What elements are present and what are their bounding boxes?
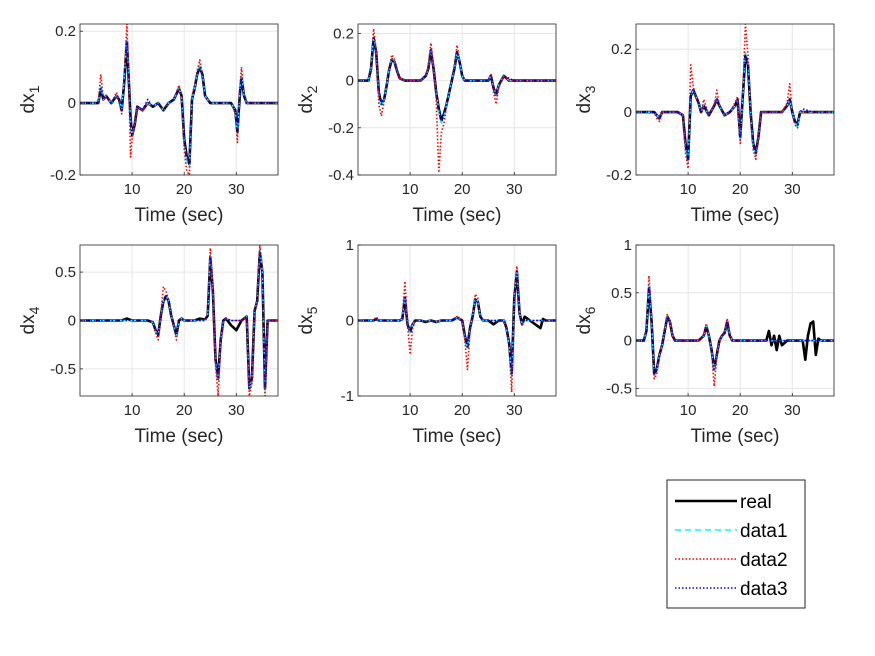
y-tick-label: 1 xyxy=(346,237,354,254)
y-axis-label-subscript: 4 xyxy=(26,306,42,314)
x-tick-label: 20 xyxy=(454,181,471,198)
y-axis-label-subscript: 5 xyxy=(304,306,320,314)
y-tick-label: 0.5 xyxy=(55,264,76,281)
y-tick-label: 0 xyxy=(346,313,354,330)
legend-entry-data3: data3 xyxy=(675,579,788,600)
series-line-data2 xyxy=(358,265,556,394)
subplot-dx2: 10 20 30 -0.4 -0.2 0 0.2 Time (sec) dx2 xyxy=(296,23,557,226)
y-tick-label: 1 xyxy=(624,237,632,254)
x-tick-label: 30 xyxy=(228,402,245,419)
y-tick-label: -0.2 xyxy=(328,120,354,137)
series-line-data3 xyxy=(636,54,834,161)
subplot-dx4: 10 20 30 -0.5 0 0.5 Time (sec) dx4 xyxy=(18,244,279,447)
subplot-dx3: 10 20 30 -0.2 0 0.2 Time (sec) dx3 xyxy=(574,23,835,226)
axes-frame xyxy=(357,23,557,176)
x-tick-label: 20 xyxy=(454,402,471,419)
y-axis-label-main: dx xyxy=(574,93,595,114)
y-tick-label: 0 xyxy=(346,73,354,90)
axes-frame xyxy=(635,244,835,397)
y-axis-label-main: dx xyxy=(18,314,39,335)
y-tick-label: -0.2 xyxy=(606,167,632,184)
x-axis-label: Time (sec) xyxy=(134,426,223,447)
y-axis-label-subscript: 2 xyxy=(304,85,320,93)
series-group xyxy=(358,27,556,174)
x-tick-label: 10 xyxy=(680,402,697,419)
x-axis-label: Time (sec) xyxy=(134,205,223,226)
y-axis-label-main: dx xyxy=(574,314,595,335)
legend: real data1 data2 data3 xyxy=(666,479,806,609)
x-axis-label: Time (sec) xyxy=(412,205,501,226)
axes-frame xyxy=(79,23,279,176)
x-tick-label: 30 xyxy=(228,181,245,198)
series-line-data3 xyxy=(636,287,834,375)
x-axis-label: Time (sec) xyxy=(690,205,779,226)
series-line-data3 xyxy=(358,37,556,122)
y-tick-label: 0 xyxy=(624,104,632,121)
series-group xyxy=(80,245,278,396)
legend-label: data2 xyxy=(740,550,788,571)
y-axis-label-subscript: 3 xyxy=(582,85,598,93)
y-tick-label: 0 xyxy=(624,333,632,350)
legend-label: real xyxy=(740,492,772,513)
y-axis-label-main: dx xyxy=(296,314,317,335)
x-tick-label: 20 xyxy=(732,181,749,198)
x-axis-label: Time (sec) xyxy=(690,426,779,447)
y-tick-label: 0.5 xyxy=(611,285,632,302)
y-axis-label-main: dx xyxy=(18,93,39,114)
x-tick-label: 10 xyxy=(402,402,419,419)
y-axis-label-main: dx xyxy=(296,93,317,114)
legend-label: data3 xyxy=(740,579,788,600)
y-axis-label: dx6 xyxy=(574,306,598,334)
x-tick-label: 10 xyxy=(402,181,419,198)
y-axis-label-subscript: 6 xyxy=(582,306,598,314)
axes-frame xyxy=(635,23,835,176)
x-axis-label: Time (sec) xyxy=(412,426,501,447)
series-group xyxy=(636,24,834,170)
subplot-dx5: 10 20 30 -1 0 1 Time (sec) dx5 xyxy=(296,237,557,447)
legend-entry-data2: data2 xyxy=(675,550,788,571)
plot-area xyxy=(636,24,834,175)
x-tick-label: 30 xyxy=(506,181,523,198)
x-tick-label: 30 xyxy=(784,402,801,419)
series-line-data3 xyxy=(358,270,556,375)
series-group xyxy=(358,265,556,394)
x-tick-label: 10 xyxy=(680,181,697,198)
y-axis-label: dx1 xyxy=(18,85,42,113)
y-tick-label: 0.2 xyxy=(55,23,76,40)
x-tick-label: 20 xyxy=(176,181,193,198)
y-tick-label: 0.2 xyxy=(333,25,354,42)
y-axis-label: dx3 xyxy=(574,85,598,113)
x-tick-label: 20 xyxy=(176,402,193,419)
x-tick-label: 30 xyxy=(784,181,801,198)
subplot-dx1: 10 20 30 -0.2 0 0.2 Time (sec) dx1 xyxy=(18,23,279,226)
y-axis-label: dx2 xyxy=(296,85,320,113)
legend-entry-real: real xyxy=(675,492,772,513)
legend-entry-data1: data1 xyxy=(675,521,788,542)
x-tick-label: 20 xyxy=(732,402,749,419)
y-tick-label: -0.2 xyxy=(50,167,76,184)
x-tick-label: 30 xyxy=(506,402,523,419)
series-line-data3 xyxy=(80,41,278,165)
y-tick-label: -0.4 xyxy=(328,167,354,184)
y-tick-label: -0.5 xyxy=(606,380,632,397)
series-group xyxy=(636,274,834,388)
series-group xyxy=(80,24,278,175)
y-axis-label: dx4 xyxy=(18,306,42,334)
series-line-data2 xyxy=(636,24,834,170)
legend-label: data1 xyxy=(740,521,788,542)
y-axis-label-subscript: 1 xyxy=(26,85,42,93)
y-tick-label: -1 xyxy=(341,388,354,405)
y-tick-label: 0 xyxy=(68,95,76,112)
x-tick-label: 10 xyxy=(124,402,141,419)
subplot-dx6: 10 20 30 -0.5 0 0.5 1 Time (sec) dx6 xyxy=(574,237,835,447)
x-tick-label: 10 xyxy=(124,181,141,198)
y-tick-label: 0 xyxy=(68,313,76,330)
y-tick-label: -0.5 xyxy=(50,361,76,378)
y-tick-label: 0.2 xyxy=(611,41,632,58)
y-axis-label: dx5 xyxy=(296,306,320,334)
